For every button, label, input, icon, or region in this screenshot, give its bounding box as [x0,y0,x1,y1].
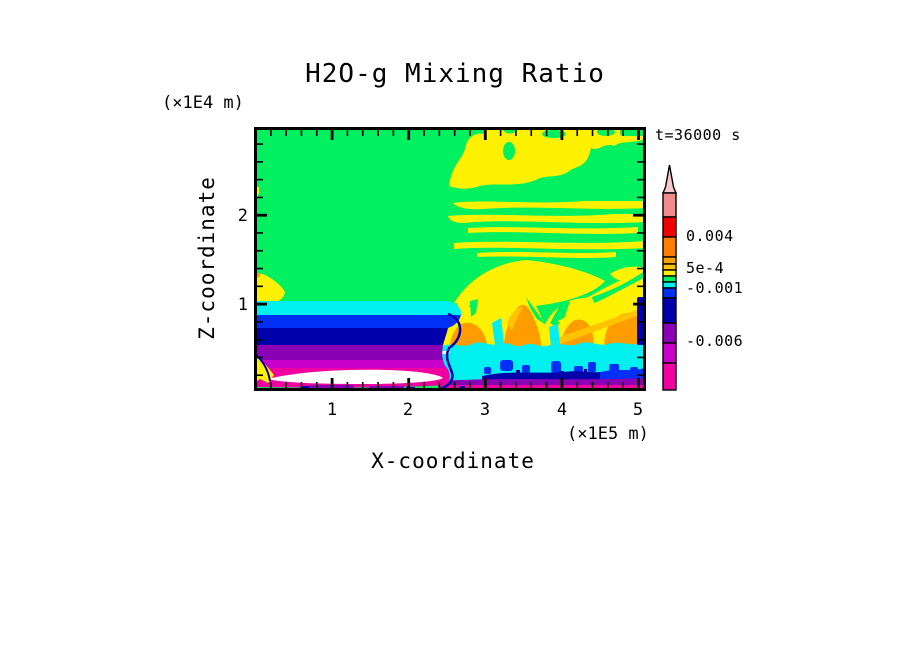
colorbar-segment [662,275,677,283]
colorbar-segment [662,263,677,271]
colorbar-segment [662,192,677,218]
colorbar-segments [662,192,677,391]
colorbar-segment [662,297,677,324]
x-axis-unit-label: (×1E5 m) [567,424,649,444]
colorbar-segment [662,342,677,364]
x-tick-label-4: 4 [556,400,568,420]
y-tick-label-1: 1 [237,295,248,315]
contour-region-white-band [268,369,443,384]
plot-title: H2O-g Mixing Ratio [305,59,605,89]
x-tick-label-2: 2 [402,400,414,420]
colorbar-segment [662,256,677,265]
colorbar-arrow-icon [661,164,678,194]
contour-region-yellow-left-edge [257,187,285,304]
contour-region-turbulent-lower-right [439,269,643,388]
colorbar-segment [662,236,677,258]
x-tick-label-1: 1 [326,400,338,420]
plot-border [254,127,646,391]
colorbar-segment [662,287,677,299]
x-tick-label-5: 5 [632,400,644,420]
contour-plot [254,127,646,391]
colorbar-label-m0006: -0.006 [686,332,744,350]
colorbar-label-5e4: 5e-4 [686,259,725,277]
timestamp-label: t=36000 s [655,126,741,144]
colorbar-segment [662,269,677,277]
z-axis-label: Z-coordinate [195,176,219,340]
plot-ticks [257,130,643,388]
colorbar-segment [662,281,677,289]
contour-region-stratified-layers [257,301,465,388]
colorbar-label-m0001: -0.001 [686,279,744,297]
contour-field [257,130,643,388]
x-tick-label-3: 3 [479,400,491,420]
z-axis-unit-label: (×1E4 m) [162,93,244,113]
colorbar [661,164,678,391]
colorbar-label-0004: 0.004 [686,227,734,245]
y-tick-label-2: 2 [237,206,248,226]
colorbar-segment [662,362,677,391]
x-axis-label: X-coordinate [371,449,535,473]
colorbar-segment [662,322,677,344]
colorbar-segment [662,216,677,238]
